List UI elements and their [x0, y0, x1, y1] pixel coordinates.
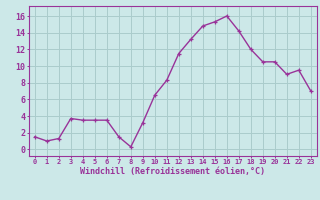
X-axis label: Windchill (Refroidissement éolien,°C): Windchill (Refroidissement éolien,°C) [80, 167, 265, 176]
